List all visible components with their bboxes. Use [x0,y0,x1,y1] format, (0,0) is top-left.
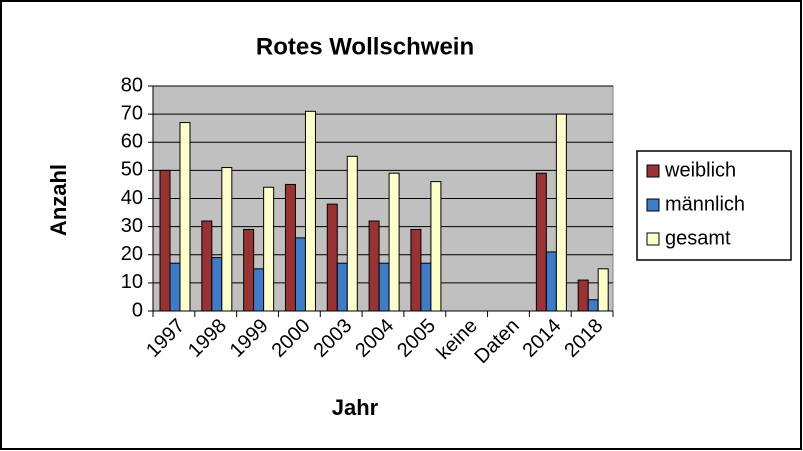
bar [410,228,422,312]
bar [388,172,400,312]
bar [555,113,567,312]
bar [368,220,380,312]
legend-label: männlich [665,193,745,215]
bar [201,220,213,312]
legend [636,150,792,261]
bar [420,262,432,312]
bar [169,262,181,312]
y-tick-label: 60 [121,131,143,153]
bar [535,172,547,312]
bar [243,228,255,312]
y-tick-label: 20 [121,243,143,265]
y-tick-label: 10 [121,271,143,293]
legend-swatch [646,232,660,246]
y-tick-label: 70 [121,102,143,124]
bar [378,262,390,312]
bar [263,186,275,312]
bar [284,183,296,312]
legend-label: gesamt [665,227,731,249]
y-tick-label: 80 [121,74,143,96]
chart-title: Rotes Wollschwein [256,33,474,60]
bar [577,279,589,312]
bar [304,110,316,312]
x-axis-label: Jahr [332,395,379,420]
bar [159,169,171,312]
legend-label: weiblich [664,159,736,181]
bar [336,262,348,312]
y-axis-label: Anzahl [46,164,71,236]
bar [294,237,306,312]
bar [221,167,233,312]
y-tick-label: 30 [121,215,143,237]
legend-swatch [646,198,660,212]
y-tick-label: 50 [121,159,143,181]
bar [346,155,358,312]
y-tick-label: 40 [121,187,143,209]
bar [597,268,609,312]
bar [545,251,557,312]
bar [253,268,265,312]
bar [211,257,223,312]
bar [587,299,599,312]
y-tick-label: 0 [132,299,143,321]
bar [326,203,338,312]
legend-swatch [646,164,660,178]
bar [430,181,442,312]
bar [179,122,191,312]
